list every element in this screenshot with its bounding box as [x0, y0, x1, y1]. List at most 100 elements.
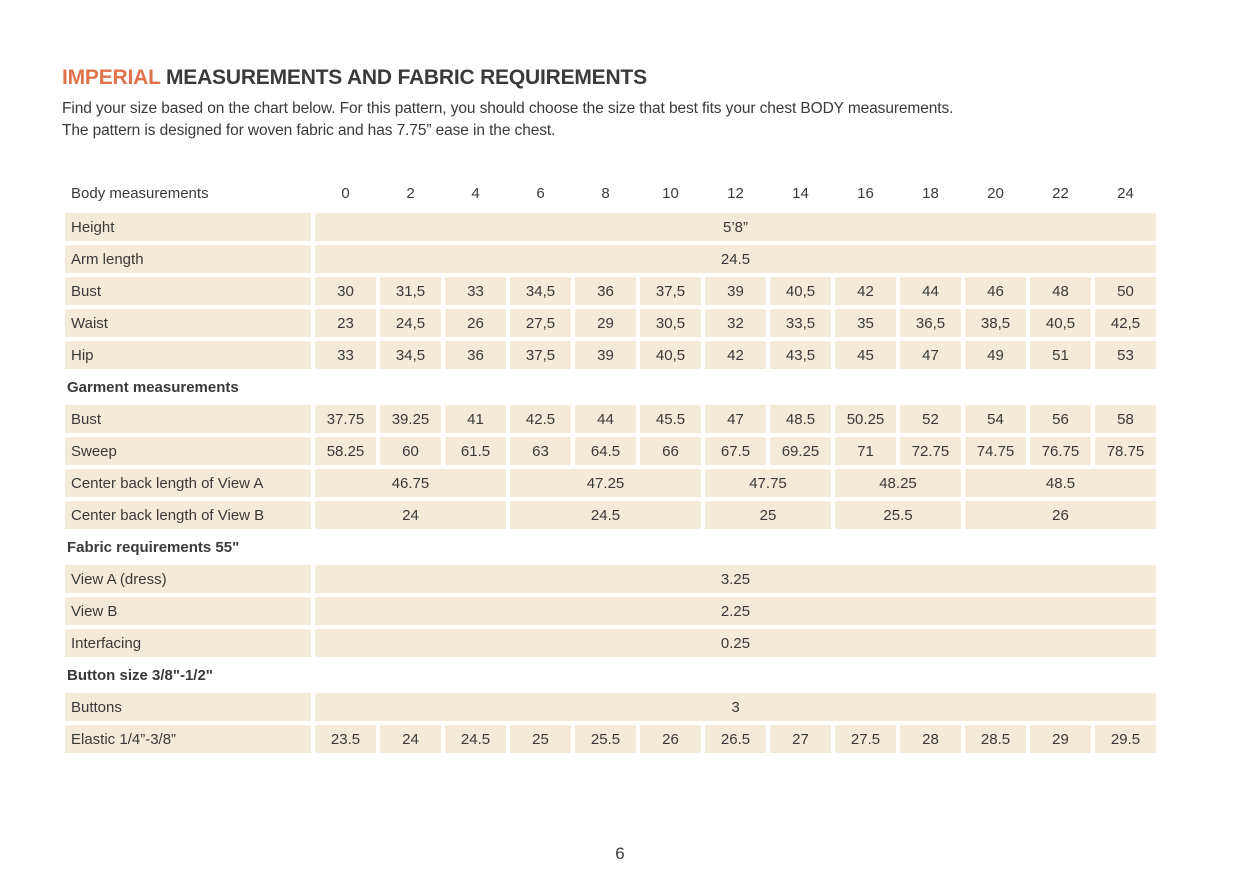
- value-cell: 25.5: [835, 501, 961, 529]
- value-cell: 2.25: [315, 597, 1156, 625]
- table-row: Buttons 3: [65, 693, 1156, 721]
- row-label: Bust: [65, 277, 311, 305]
- value-cell: 74.75: [965, 437, 1026, 465]
- value-cell: 46.75: [315, 469, 506, 497]
- size-column-header: 6: [536, 184, 545, 202]
- value-cell: 23.5: [315, 725, 376, 753]
- intro-line-1: Find your size based on the chart below.…: [62, 100, 954, 117]
- value-cell: 37,5: [510, 341, 571, 369]
- row-label: View B: [65, 597, 311, 625]
- value-cell: 42: [835, 277, 896, 305]
- value-cell: 36: [445, 341, 506, 369]
- value-cell: 33,5: [770, 309, 831, 337]
- table-row: View A (dress) 3.25: [65, 565, 1156, 593]
- table-row: Interfacing 0.25: [65, 629, 1156, 657]
- table-row: Hip 33 34,5 36 37,5 39 40,5 42 43,5 45 47 49 51 53: [65, 341, 1156, 369]
- size-column-header: 20: [987, 184, 1004, 202]
- value-cell: 56: [1030, 405, 1091, 433]
- value-cell: 54: [965, 405, 1026, 433]
- value-cell: 24.5: [510, 501, 701, 529]
- value-cell: 5’8”: [315, 213, 1156, 241]
- value-cell: 26.5: [705, 725, 766, 753]
- value-cell: 34,5: [380, 341, 441, 369]
- value-cell: 42: [705, 341, 766, 369]
- value-cell: 63: [510, 437, 571, 465]
- value-cell: 58.25: [315, 437, 376, 465]
- value-cell: 24.5: [445, 725, 506, 753]
- value-cell: 67.5: [705, 437, 766, 465]
- size-column-header: 16: [857, 184, 874, 202]
- value-cell: 53: [1095, 341, 1156, 369]
- page-number: 6: [615, 844, 625, 863]
- value-cell: 28.5: [965, 725, 1026, 753]
- value-cell: 66: [640, 437, 701, 465]
- value-cell: 24: [315, 501, 506, 529]
- value-cell: 24: [380, 725, 441, 753]
- value-cell: 26: [965, 501, 1156, 529]
- value-cell: 42.5: [510, 405, 571, 433]
- value-cell: 0.25: [315, 629, 1156, 657]
- value-cell: 36: [575, 277, 636, 305]
- table-row: Bust 37.75 39.25 41 42.5 44 45.5 47 48.5 50.25 52 5…: [65, 405, 1156, 433]
- table-row: Waist 23 24,5 26 27,5 29 30,5 32 33,5 35 36,5 38,5 4…: [65, 309, 1156, 337]
- value-cell: 69.25: [770, 437, 831, 465]
- value-cell: 51: [1030, 341, 1091, 369]
- value-cell: 24.5: [315, 245, 1156, 273]
- value-cell: 40,5: [770, 277, 831, 305]
- value-cell: 37.75: [315, 405, 376, 433]
- value-cell: 39: [575, 341, 636, 369]
- value-cell: 3.25: [315, 565, 1156, 593]
- row-label: Height: [65, 213, 311, 241]
- value-cell: 36,5: [900, 309, 961, 337]
- table-row: Elastic 1/4”-3/8” 23.5 24 24.5 25 25.5 26 26.5 2…: [65, 725, 1156, 753]
- value-cell: 25: [510, 725, 571, 753]
- value-cell: 48.25: [835, 469, 961, 497]
- table-row: Arm length 24.5: [65, 245, 1156, 273]
- value-cell: 47: [705, 405, 766, 433]
- row-label: Arm length: [65, 245, 311, 273]
- value-cell: 28: [900, 725, 961, 753]
- intro-text: Find your size based on the chart below.…: [62, 98, 1240, 142]
- value-cell: 48.5: [965, 469, 1156, 497]
- size-column-header: 22: [1052, 184, 1069, 202]
- value-cell: 27.5: [835, 725, 896, 753]
- value-cell: 52: [900, 405, 961, 433]
- row-label: Sweep: [65, 437, 311, 465]
- value-cell: 25: [705, 501, 831, 529]
- row-label: Center back length of View B: [65, 501, 311, 529]
- size-column-header: 4: [471, 184, 480, 202]
- value-cell: 26: [640, 725, 701, 753]
- value-cell: 31,5: [380, 277, 441, 305]
- value-cell: 30: [315, 277, 376, 305]
- value-cell: 50.25: [835, 405, 896, 433]
- value-cell: 49: [965, 341, 1026, 369]
- section-header: Button size 3/8"-1/2": [67, 666, 213, 684]
- page-title-highlight: IMPERIAL: [62, 66, 161, 89]
- value-cell: 39: [705, 277, 766, 305]
- section-header: Garment measurements: [67, 378, 239, 396]
- value-cell: 45.5: [640, 405, 701, 433]
- size-column-header: 2: [406, 184, 415, 202]
- value-cell: 33: [315, 341, 376, 369]
- value-cell: 45: [835, 341, 896, 369]
- value-cell: 23: [315, 309, 376, 337]
- size-column-header: 18: [922, 184, 939, 202]
- value-cell: 76.75: [1030, 437, 1091, 465]
- value-cell: 43,5: [770, 341, 831, 369]
- value-cell: 26: [445, 309, 506, 337]
- value-cell: 46: [965, 277, 1026, 305]
- table-row: Height 5’8”: [65, 213, 1156, 241]
- table-row: View B 2.25: [65, 597, 1156, 625]
- table-row: Center back length of View B 24 24.5 25 25.5…: [65, 501, 1156, 529]
- value-cell: 37,5: [640, 277, 701, 305]
- value-cell: 50: [1095, 277, 1156, 305]
- row-label: Interfacing: [65, 629, 311, 657]
- size-column-header: 0: [341, 184, 350, 202]
- value-cell: 78.75: [1095, 437, 1156, 465]
- table-header-row: Body measurements 0 2 4 6 8 10 12 14 16 18 20 22 24: [65, 178, 1156, 208]
- page-title-rest: MEASUREMENTS AND FABRIC REQUIREMENTS: [160, 66, 647, 89]
- row-label: Elastic 1/4”-3/8”: [65, 725, 311, 753]
- row-label: Buttons: [65, 693, 311, 721]
- value-cell: 47.75: [705, 469, 831, 497]
